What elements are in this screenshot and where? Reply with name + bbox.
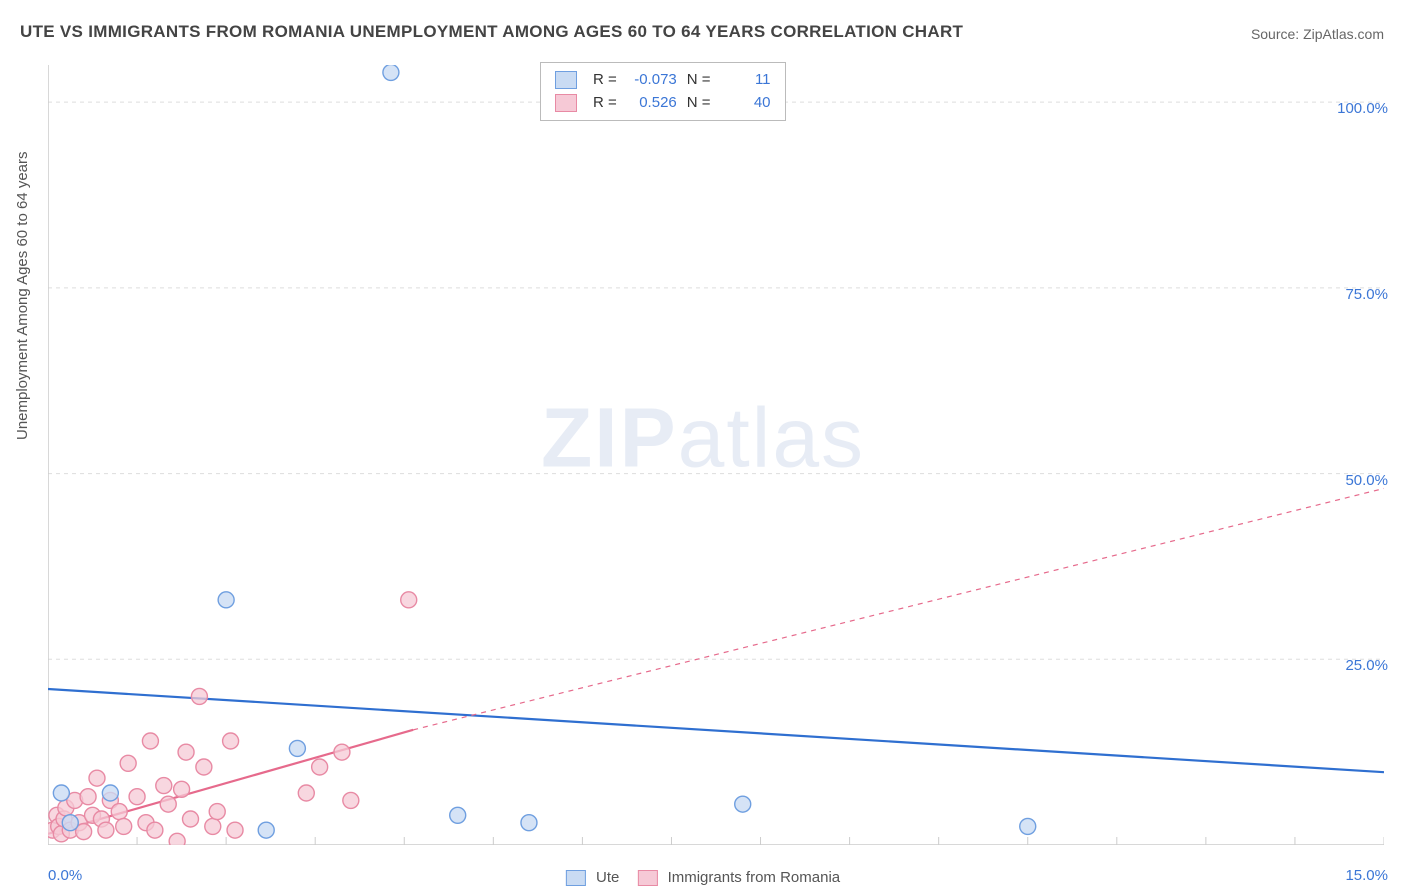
swatch-romania-bottom: [637, 870, 657, 886]
ute-n-value: 11: [721, 69, 771, 92]
romania-n-value: 40: [721, 92, 771, 115]
y-tick-label: 25.0%: [1345, 657, 1388, 674]
stats-legend-box: R = -0.073 N = 11 R = 0.526 N = 40: [540, 62, 786, 121]
legend-label-romania: Immigrants from Romania: [668, 869, 841, 886]
y-tick-label: 75.0%: [1345, 286, 1388, 303]
source-attribution: Source: ZipAtlas.com: [1251, 26, 1384, 42]
plot-svg: [48, 65, 1384, 845]
n-label: N =: [687, 69, 711, 92]
legend-item-romania: Immigrants from Romania: [637, 869, 840, 886]
romania-r-value: 0.526: [627, 92, 677, 115]
legend-item-ute: Ute: [566, 869, 620, 886]
r-label: R =: [593, 69, 617, 92]
ute-r-value: -0.073: [627, 69, 677, 92]
y-tick-label: 50.0%: [1345, 472, 1388, 489]
plot-area: [48, 65, 1384, 845]
r-label-2: R =: [593, 92, 617, 115]
swatch-ute-bottom: [566, 870, 586, 886]
y-tick-label: 100.0%: [1337, 100, 1388, 117]
x-tick-left: 0.0%: [48, 867, 82, 884]
stats-row-romania: R = 0.526 N = 40: [555, 92, 771, 115]
swatch-romania-top: [555, 94, 577, 112]
chart-container: UTE VS IMMIGRANTS FROM ROMANIA UNEMPLOYM…: [0, 0, 1406, 892]
legend-label-ute: Ute: [596, 869, 619, 886]
stats-row-ute: R = -0.073 N = 11: [555, 69, 771, 92]
swatch-ute-top: [555, 71, 577, 89]
n-label-2: N =: [687, 92, 711, 115]
x-tick-right: 15.0%: [1345, 867, 1388, 884]
y-axis-label: Unemployment Among Ages 60 to 64 years: [14, 151, 31, 440]
legend-bottom: Ute Immigrants from Romania: [566, 869, 840, 886]
chart-title: UTE VS IMMIGRANTS FROM ROMANIA UNEMPLOYM…: [20, 22, 963, 42]
